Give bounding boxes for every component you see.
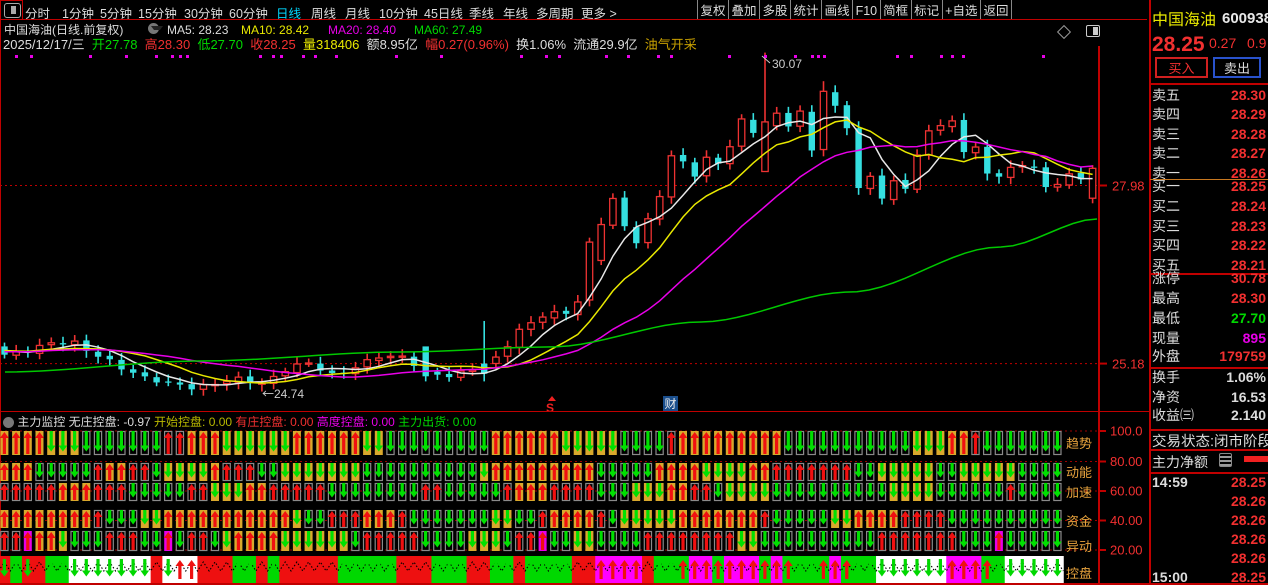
svg-text:25.18: 25.18 — [1112, 354, 1145, 373]
svg-text:控盘: 控盘 — [1066, 563, 1092, 582]
svg-text:S: S — [546, 399, 554, 411]
svg-text:←24.74: ←24.74 — [262, 385, 304, 402]
svg-text:80.00: 80.00 — [1110, 451, 1143, 470]
svg-text:20.00: 20.00 — [1110, 540, 1143, 559]
svg-text:100.0: 100.0 — [1110, 421, 1143, 440]
svg-text:异动: 异动 — [1066, 536, 1092, 555]
svg-text:动能: 动能 — [1066, 462, 1092, 481]
svg-text:资金: 资金 — [1066, 511, 1092, 530]
svg-text:趋势: 趋势 — [1066, 433, 1092, 452]
svg-text:30.07: 30.07 — [772, 55, 802, 72]
svg-text:40.00: 40.00 — [1110, 510, 1143, 529]
svg-text:财: 财 — [665, 395, 677, 411]
svg-text:27.98: 27.98 — [1112, 176, 1145, 195]
svg-text:60.00: 60.00 — [1110, 481, 1143, 500]
svg-text:加速: 加速 — [1066, 482, 1092, 501]
